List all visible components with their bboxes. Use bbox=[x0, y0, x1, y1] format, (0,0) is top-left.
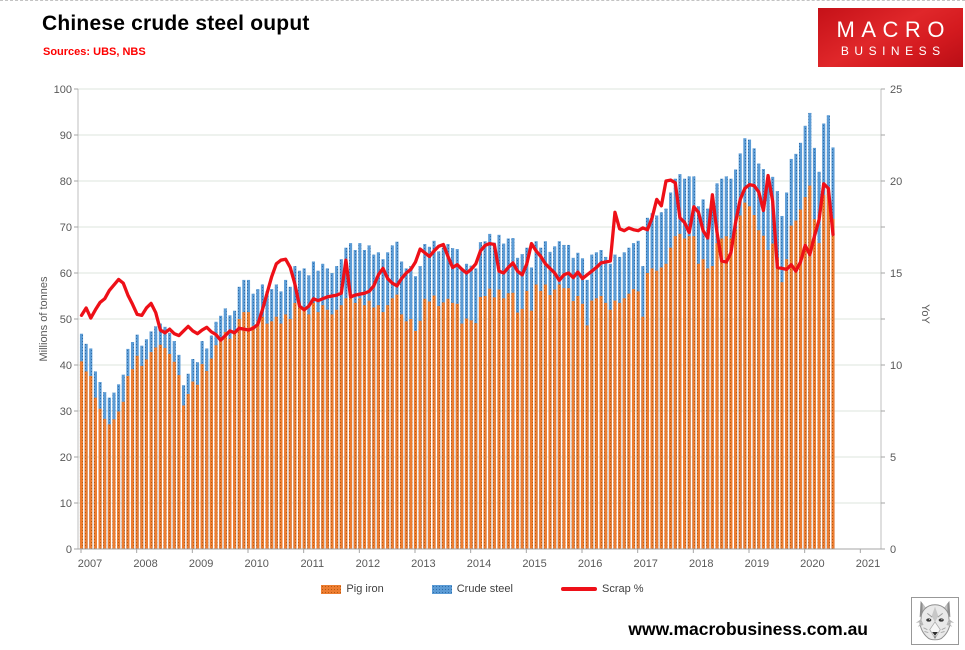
svg-text:2021: 2021 bbox=[856, 558, 880, 570]
wolf-sketch-icon bbox=[911, 597, 959, 645]
legend-item-pig-iron: Pig iron bbox=[321, 583, 384, 595]
page-title: Chinese crude steel ouput bbox=[42, 12, 310, 35]
svg-text:60: 60 bbox=[60, 268, 72, 280]
bar-series bbox=[79, 112, 835, 550]
crude-steel-swatch-icon bbox=[431, 584, 452, 594]
svg-text:2012: 2012 bbox=[356, 558, 380, 570]
svg-text:2007: 2007 bbox=[78, 558, 102, 570]
scrap-line-swatch-icon bbox=[560, 587, 597, 591]
svg-text:20: 20 bbox=[60, 452, 72, 464]
svg-text:80: 80 bbox=[60, 176, 72, 188]
svg-text:50: 50 bbox=[60, 314, 72, 326]
svg-text:0: 0 bbox=[66, 544, 72, 556]
legend-item-scrap: Scrap % bbox=[560, 583, 644, 595]
svg-text:2016: 2016 bbox=[578, 558, 602, 570]
macrobusiness-logo: MACRO BUSINESS bbox=[818, 8, 963, 67]
svg-text:2009: 2009 bbox=[189, 558, 213, 570]
svg-text:40: 40 bbox=[60, 360, 72, 372]
svg-text:2013: 2013 bbox=[411, 558, 435, 570]
svg-text:100: 100 bbox=[54, 84, 72, 96]
legend-label: Crude steel bbox=[456, 583, 513, 595]
svg-text:2011: 2011 bbox=[300, 558, 324, 570]
chart-legend: Pig iron Crude steel Scrap % bbox=[0, 583, 965, 595]
legend-label: Pig iron bbox=[346, 583, 384, 595]
svg-text:10: 10 bbox=[890, 360, 902, 372]
logo-text-macro: MACRO bbox=[836, 16, 951, 42]
website-url: www.macrobusiness.com.au bbox=[628, 619, 868, 639]
svg-text:15: 15 bbox=[890, 268, 902, 280]
svg-text:0: 0 bbox=[890, 544, 896, 556]
svg-text:2018: 2018 bbox=[689, 558, 713, 570]
svg-text:90: 90 bbox=[60, 130, 72, 142]
legend-label: Scrap % bbox=[601, 583, 644, 595]
sources-subtitle: Sources: UBS, NBS bbox=[43, 46, 146, 58]
svg-text:20: 20 bbox=[890, 176, 902, 188]
svg-text:YoY: YoY bbox=[919, 304, 931, 324]
svg-text:5: 5 bbox=[890, 452, 896, 464]
svg-text:2008: 2008 bbox=[133, 558, 157, 570]
svg-text:2014: 2014 bbox=[467, 558, 491, 570]
logo-text-business: BUSINESS bbox=[840, 43, 946, 58]
svg-text:2015: 2015 bbox=[522, 558, 546, 570]
pig-iron-swatch-icon bbox=[321, 584, 342, 594]
svg-text:30: 30 bbox=[60, 406, 72, 418]
svg-text:2020: 2020 bbox=[800, 558, 824, 570]
scrap-line-series bbox=[79, 173, 835, 342]
svg-text:2010: 2010 bbox=[244, 558, 268, 570]
legend-item-crude-steel: Crude steel bbox=[431, 583, 513, 595]
svg-text:2019: 2019 bbox=[745, 558, 769, 570]
svg-text:25: 25 bbox=[890, 84, 902, 96]
svg-text:70: 70 bbox=[60, 222, 72, 234]
svg-text:10: 10 bbox=[60, 498, 72, 510]
axes: 0 10 20 30 40 50 60 70 80 90 100 0 5 10 15 20 25 2007 2008… bbox=[38, 84, 931, 570]
svg-text:Millions of tonnes: Millions of tonnes bbox=[38, 276, 50, 361]
svg-text:2017: 2017 bbox=[633, 558, 657, 570]
